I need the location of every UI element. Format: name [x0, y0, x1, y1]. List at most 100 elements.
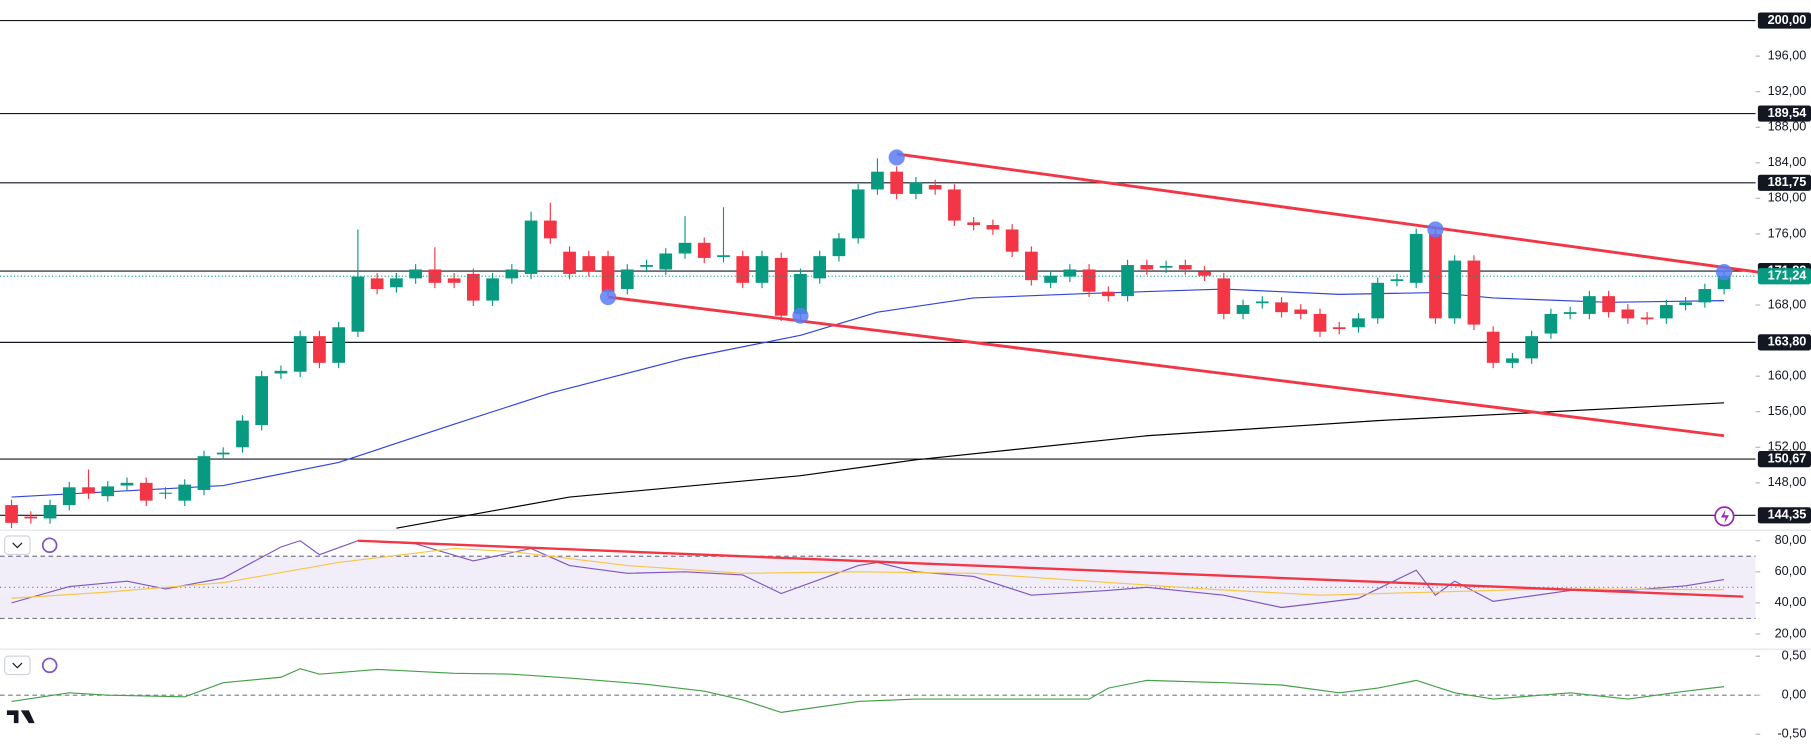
candle-body — [1640, 317, 1654, 320]
candle-body — [851, 189, 865, 239]
candle-body — [332, 327, 346, 363]
candle-body — [1063, 269, 1077, 277]
candle-body — [159, 492, 172, 494]
candle-body — [139, 482, 153, 501]
level-label-box — [1757, 174, 1811, 191]
alert-icon[interactable] — [1714, 506, 1735, 527]
candle-body — [986, 225, 1000, 230]
moving-average — [11, 288, 1725, 498]
candle-body — [755, 256, 769, 283]
candle-body — [197, 456, 211, 490]
y-tick-label: 40,00 — [1775, 595, 1807, 609]
candle-body — [871, 171, 884, 190]
candle-body — [1602, 296, 1615, 313]
candle-body — [1159, 265, 1173, 268]
trendline — [896, 152, 1811, 281]
candle-body — [293, 336, 307, 372]
candle-body — [563, 251, 576, 274]
candle-body — [351, 276, 365, 332]
logo — [6, 710, 35, 724]
trendline-anchor — [1427, 221, 1444, 238]
collapse-button[interactable] — [4, 655, 31, 676]
y-tick-label: 188,00 — [1768, 120, 1807, 134]
candle-body — [620, 269, 634, 290]
y-tick-label: 192,00 — [1768, 84, 1807, 98]
candle-body — [1198, 271, 1211, 276]
candle-body — [1583, 296, 1596, 314]
candle-body — [1352, 318, 1365, 328]
y-tick-label: 196,00 — [1768, 48, 1807, 62]
level-label: 200,00 — [1768, 13, 1807, 27]
candle-body — [1025, 251, 1038, 281]
y-tick-label: 180,00 — [1768, 191, 1807, 205]
trendline-anchor — [792, 307, 809, 324]
candle-body — [659, 253, 673, 270]
chevron-icon — [12, 542, 23, 549]
candle-body — [582, 256, 596, 272]
y-tick-label: 148,00 — [1768, 475, 1807, 489]
indicator-line — [11, 547, 1725, 599]
candle-body — [82, 487, 95, 494]
candle-body — [62, 487, 76, 506]
indicator-line — [11, 540, 1725, 609]
candle-body — [890, 171, 904, 194]
level-label-box — [1757, 105, 1811, 122]
candle-body — [948, 189, 961, 221]
candle-body — [1275, 302, 1288, 313]
level-label: 163,80 — [1768, 335, 1807, 349]
candle-body — [1506, 358, 1519, 363]
candle-body — [101, 486, 115, 497]
candle-body — [1544, 313, 1558, 334]
momentum-controls[interactable] — [4, 655, 58, 676]
candle-body — [120, 482, 134, 486]
level-label: 189,54 — [1768, 106, 1807, 120]
candle-body — [1101, 291, 1115, 297]
moving-average — [396, 402, 1725, 529]
candle-body — [313, 336, 326, 363]
candle-body — [255, 376, 269, 426]
candle-body — [43, 505, 57, 519]
trendline-anchor — [1715, 264, 1733, 281]
candle-body — [909, 182, 923, 194]
candle-body — [274, 370, 288, 374]
candle-body — [1467, 260, 1481, 325]
candle-body — [1448, 260, 1462, 319]
candle-body — [5, 505, 18, 523]
candle-body — [216, 452, 230, 455]
candle-body — [1140, 265, 1154, 270]
candle-body — [928, 185, 942, 190]
rsi-controls[interactable] — [4, 535, 58, 556]
level-label: 150,67 — [1768, 451, 1807, 465]
refresh-icon[interactable] — [41, 537, 58, 554]
refresh-icon[interactable] — [41, 657, 58, 674]
candle-body — [1255, 301, 1269, 304]
level-label: 144,35 — [1768, 508, 1807, 522]
y-tick-label: 152,00 — [1768, 440, 1807, 454]
candle-body — [697, 242, 711, 258]
candle-body — [370, 278, 384, 290]
candle-body — [1082, 269, 1096, 292]
level-label-box — [1757, 451, 1811, 468]
collapse-button[interactable] — [4, 535, 31, 556]
candle-body — [736, 256, 750, 283]
candle-body — [428, 269, 442, 283]
candle-body — [1659, 305, 1673, 319]
last-price-label: 171,24 — [1768, 269, 1807, 283]
level-label-box — [1757, 507, 1811, 524]
candle-body — [794, 273, 807, 314]
chevron-icon — [12, 662, 23, 669]
candle-body — [486, 278, 499, 301]
candle-body — [390, 278, 403, 288]
indicator-line — [11, 668, 1725, 713]
candle-body — [1679, 302, 1692, 306]
candle-body — [236, 420, 249, 448]
candle-body — [1525, 336, 1539, 359]
trendline-anchor — [599, 288, 617, 306]
candle-body — [1698, 289, 1712, 303]
candle-body — [24, 516, 38, 519]
trendline-anchor — [888, 149, 905, 166]
candle-body — [1121, 265, 1134, 297]
candle-body — [1294, 309, 1308, 314]
